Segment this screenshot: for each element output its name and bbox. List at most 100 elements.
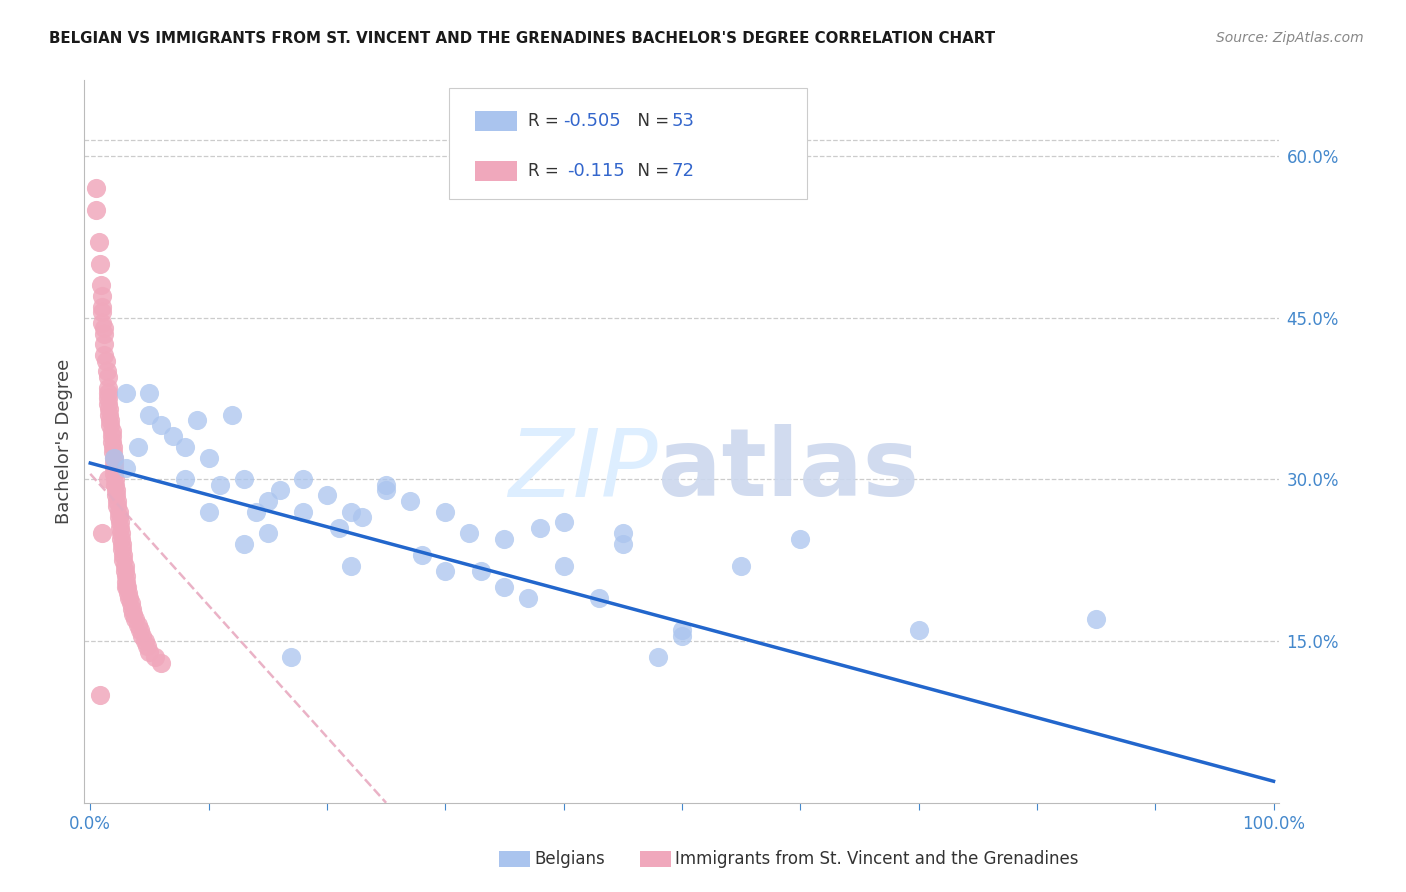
Point — [97, 381, 120, 395]
Point — [100, 418, 122, 433]
Point — [138, 645, 160, 659]
Point — [96, 364, 118, 378]
Point — [93, 337, 115, 351]
Point — [529, 521, 551, 535]
Y-axis label: Bachelor's Degree: Bachelor's Degree — [55, 359, 73, 524]
Point — [111, 537, 134, 551]
Point — [112, 553, 135, 567]
Point — [98, 408, 121, 422]
Point — [98, 402, 121, 417]
Point — [136, 640, 159, 654]
Point — [97, 369, 120, 384]
Point — [93, 348, 115, 362]
Text: 72: 72 — [671, 161, 695, 179]
Point — [647, 650, 669, 665]
Text: Belgians: Belgians — [534, 850, 605, 868]
Point — [114, 386, 136, 401]
Point — [93, 326, 115, 341]
Point — [107, 510, 129, 524]
Point — [907, 624, 929, 638]
Point — [101, 440, 124, 454]
Point — [328, 521, 350, 535]
Point — [103, 461, 125, 475]
Point — [233, 537, 256, 551]
Point — [110, 526, 132, 541]
Point — [138, 408, 160, 422]
Point — [114, 580, 136, 594]
Point — [84, 181, 107, 195]
Point — [91, 305, 114, 319]
Point — [256, 493, 278, 508]
Point — [121, 601, 143, 615]
Point — [375, 477, 398, 491]
Point — [233, 472, 256, 486]
Point — [143, 650, 166, 665]
Point — [671, 629, 693, 643]
Point — [588, 591, 610, 605]
Point — [292, 472, 315, 486]
Point — [114, 558, 136, 573]
Point — [127, 440, 149, 454]
Text: -0.115: -0.115 — [567, 161, 624, 179]
Text: N =: N = — [627, 161, 675, 179]
Point — [131, 629, 153, 643]
Text: BELGIAN VS IMMIGRANTS FROM ST. VINCENT AND THE GRENADINES BACHELOR'S DEGREE CORR: BELGIAN VS IMMIGRANTS FROM ST. VINCENT A… — [49, 31, 995, 46]
FancyBboxPatch shape — [449, 87, 807, 200]
Point — [90, 278, 112, 293]
Point — [730, 558, 752, 573]
Point — [105, 483, 128, 497]
Point — [517, 591, 540, 605]
Point — [197, 505, 219, 519]
Text: R =: R = — [527, 161, 569, 179]
Point — [94, 353, 117, 368]
Point — [104, 477, 127, 491]
Text: 53: 53 — [671, 112, 695, 130]
Point — [494, 532, 516, 546]
Point — [398, 493, 420, 508]
Point — [97, 386, 120, 401]
Point — [612, 526, 634, 541]
Point — [458, 526, 481, 541]
Point — [150, 418, 173, 433]
Point — [186, 413, 208, 427]
Bar — [475, 161, 517, 181]
Point — [1085, 612, 1108, 626]
Point — [103, 450, 125, 465]
Point — [103, 450, 125, 465]
Point — [104, 472, 127, 486]
Point — [245, 505, 267, 519]
Point — [789, 532, 811, 546]
Point — [174, 472, 197, 486]
Point — [434, 564, 457, 578]
Point — [134, 634, 156, 648]
Point — [108, 516, 131, 530]
Point — [97, 392, 120, 406]
Point — [553, 516, 575, 530]
Point — [114, 569, 136, 583]
Point — [105, 488, 128, 502]
Point — [87, 235, 110, 249]
Point — [114, 574, 136, 589]
Point — [112, 548, 135, 562]
Point — [103, 467, 125, 481]
Text: atlas: atlas — [658, 425, 920, 516]
Point — [174, 440, 197, 454]
Point — [470, 564, 492, 578]
Point — [197, 450, 219, 465]
Point — [280, 650, 302, 665]
Point — [494, 580, 516, 594]
Point — [107, 505, 129, 519]
Text: R =: R = — [527, 112, 564, 130]
Point — [114, 564, 136, 578]
Point — [97, 397, 120, 411]
Point — [91, 289, 114, 303]
Point — [127, 618, 149, 632]
Text: ZIP: ZIP — [509, 425, 658, 516]
Point — [124, 612, 146, 626]
Point — [117, 585, 139, 599]
Point — [316, 488, 339, 502]
Point — [150, 656, 173, 670]
Point — [120, 596, 142, 610]
Point — [339, 558, 361, 573]
Point — [103, 456, 125, 470]
